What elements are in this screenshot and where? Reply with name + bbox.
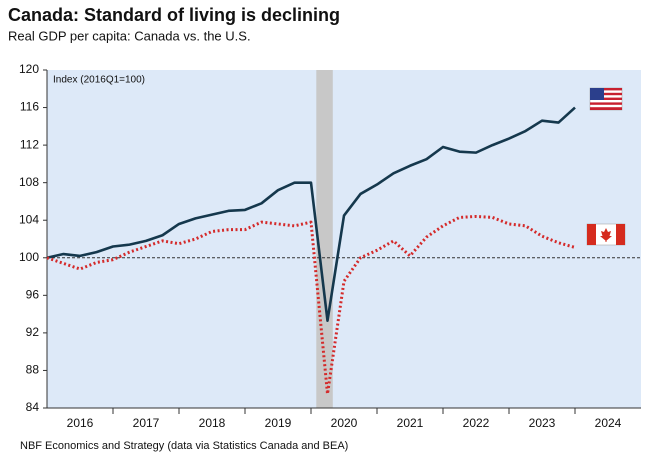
source-note: NBF Economics and Strategy (data via Sta… [20, 440, 348, 452]
y-tick-label: 108 [19, 175, 39, 189]
y-tick-label: 120 [19, 62, 39, 76]
y-tick-label: 104 [19, 212, 39, 226]
x-tick-label: 2020 [331, 416, 358, 430]
plot-area: 84 88 92 96 100 104 108 112 116 120 2016 2017 2018 20… [19, 62, 641, 430]
canada-flag [586, 223, 626, 246]
x-tick-label: 2016 [67, 416, 94, 430]
x-tick-label: 2021 [397, 416, 424, 430]
y-tick-label: 92 [26, 325, 40, 339]
y-tick-label: 88 [26, 363, 40, 377]
x-tick-label: 2024 [595, 416, 622, 430]
chart-subtitle: Real GDP per capita: Canada vs. the U.S. [8, 28, 251, 43]
y-tick-label: 112 [20, 137, 39, 151]
x-tick-label: 2022 [463, 416, 490, 430]
y-tick-label: 116 [20, 100, 39, 114]
series-line [46, 106, 576, 322]
series-line [46, 214, 576, 396]
x-tick-label: 2018 [199, 416, 226, 430]
x-tick-label: 2023 [529, 416, 556, 430]
chart-title: Canada: Standard of living is declining [8, 5, 340, 25]
x-tick-label: 2017 [133, 416, 160, 430]
plot-background [47, 70, 641, 408]
y-tick-label: 84 [26, 400, 40, 414]
x-tick-label: 2019 [265, 416, 292, 430]
us-flag [589, 87, 623, 111]
y-tick-label: 96 [26, 288, 40, 302]
axis-note: Index (2016Q1=100) [53, 75, 145, 86]
y-tick-label: 100 [19, 250, 39, 264]
recession-shade [316, 70, 333, 408]
